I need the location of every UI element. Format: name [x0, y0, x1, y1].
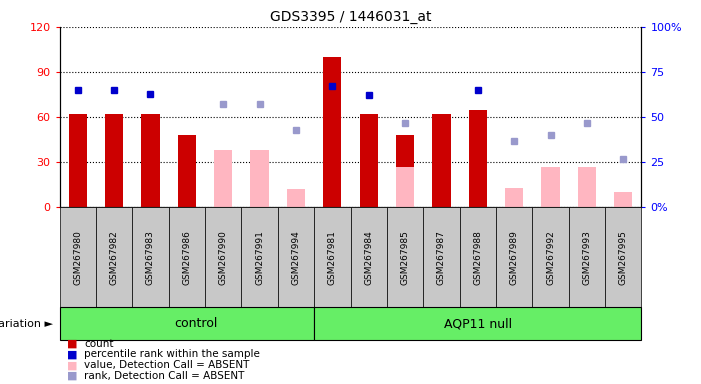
Bar: [605, 207, 641, 307]
Bar: [541, 167, 559, 207]
Text: GSM267983: GSM267983: [146, 230, 155, 285]
Text: GSM267981: GSM267981: [328, 230, 336, 285]
Bar: [460, 207, 496, 307]
Text: rank, Detection Call = ABSENT: rank, Detection Call = ABSENT: [84, 371, 245, 381]
Bar: [142, 114, 160, 207]
Text: GSM267980: GSM267980: [74, 230, 82, 285]
Bar: [69, 114, 87, 207]
Text: GSM267988: GSM267988: [473, 230, 482, 285]
Title: GDS3395 / 1446031_at: GDS3395 / 1446031_at: [270, 10, 431, 25]
Bar: [423, 207, 460, 307]
Bar: [578, 167, 596, 207]
Bar: [178, 135, 196, 207]
Text: GSM267986: GSM267986: [182, 230, 191, 285]
Text: GSM267994: GSM267994: [292, 230, 301, 285]
Text: GSM267993: GSM267993: [583, 230, 592, 285]
Text: GSM267985: GSM267985: [400, 230, 409, 285]
Bar: [387, 207, 423, 307]
Text: GSM267987: GSM267987: [437, 230, 446, 285]
Text: GSM267992: GSM267992: [546, 230, 555, 285]
Text: AQP11 null: AQP11 null: [444, 317, 512, 330]
Bar: [505, 188, 523, 207]
Text: percentile rank within the sample: percentile rank within the sample: [84, 349, 260, 359]
Bar: [396, 135, 414, 207]
Bar: [469, 109, 487, 207]
Bar: [360, 114, 378, 207]
Text: ■: ■: [67, 349, 77, 359]
Bar: [396, 167, 414, 207]
Bar: [169, 207, 205, 307]
Text: ■: ■: [67, 339, 77, 349]
Bar: [205, 207, 241, 307]
Text: ■: ■: [67, 371, 77, 381]
Bar: [614, 192, 632, 207]
Bar: [433, 114, 451, 207]
Bar: [532, 207, 569, 307]
Text: GSM267984: GSM267984: [365, 230, 373, 285]
Text: GSM267982: GSM267982: [109, 230, 118, 285]
Bar: [350, 207, 387, 307]
Text: GSM267995: GSM267995: [619, 230, 627, 285]
Bar: [241, 207, 278, 307]
Bar: [496, 207, 532, 307]
Bar: [105, 114, 123, 207]
Text: control: control: [175, 317, 217, 330]
Text: value, Detection Call = ABSENT: value, Detection Call = ABSENT: [84, 360, 250, 370]
Bar: [569, 207, 605, 307]
Bar: [314, 307, 641, 340]
Text: GSM267990: GSM267990: [219, 230, 228, 285]
Text: ■: ■: [67, 360, 77, 370]
Bar: [132, 207, 169, 307]
Text: GSM267989: GSM267989: [510, 230, 519, 285]
Bar: [287, 189, 305, 207]
Bar: [214, 150, 232, 207]
Bar: [60, 307, 314, 340]
Bar: [96, 207, 132, 307]
Bar: [314, 207, 350, 307]
Text: count: count: [84, 339, 114, 349]
Bar: [250, 150, 268, 207]
Text: genotype/variation ►: genotype/variation ►: [0, 318, 53, 329]
Bar: [323, 57, 341, 207]
Bar: [60, 207, 96, 307]
Bar: [278, 207, 314, 307]
Text: GSM267991: GSM267991: [255, 230, 264, 285]
